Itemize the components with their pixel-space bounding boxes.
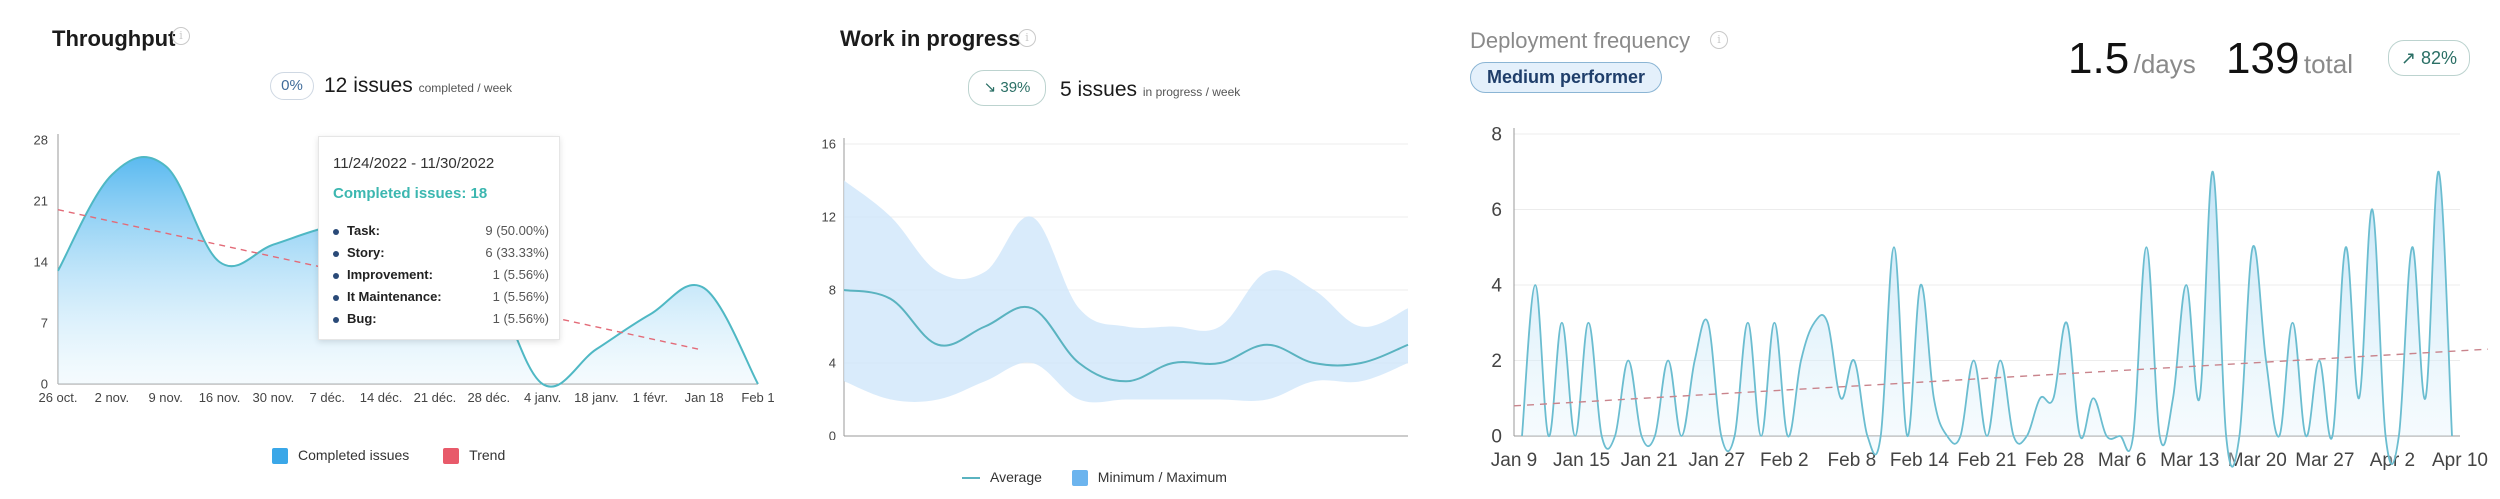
x-tick-label: 4 janv. bbox=[524, 390, 561, 405]
x-tick-label: Jan 9 bbox=[1491, 450, 1537, 471]
bullet-icon bbox=[333, 316, 339, 323]
x-tick-label: 26 oct. bbox=[38, 390, 77, 405]
wip-title: Work in progress bbox=[840, 26, 1021, 51]
tooltip-row: Improvement: 1 (5.56%) bbox=[333, 267, 549, 282]
legend-item-minmax[interactable]: Minimum / Maximum bbox=[1071, 469, 1227, 487]
deployments-line bbox=[1521, 170, 2453, 468]
x-tick-label: 28 déc. bbox=[467, 390, 510, 405]
throughput-tooltip: 11/24/2022 - 11/30/2022 Completed issues… bbox=[318, 136, 560, 340]
tooltip-row: Story: 6 (33.33%) bbox=[333, 245, 549, 260]
tooltip-row: Bug: 1 (5.56%) bbox=[333, 311, 549, 326]
y-tick-label: 16 bbox=[822, 137, 836, 152]
tooltip-summary: Completed issues: 18 bbox=[333, 185, 488, 202]
deploy-total-unit: total bbox=[2303, 49, 2354, 79]
x-tick-label: Mar 27 bbox=[2295, 450, 2354, 471]
wip-legend: Average Minimum / Maximum bbox=[962, 469, 1227, 487]
legend-item-average[interactable]: Average bbox=[962, 469, 1042, 485]
bullet-icon bbox=[333, 250, 339, 257]
throughput-summary-value: 12 issues bbox=[324, 74, 413, 97]
x-tick-label: 16 nov. bbox=[199, 390, 241, 405]
x-tick-label: Mar 13 bbox=[2160, 450, 2219, 471]
wip-summary-unit: in progress / week bbox=[1142, 85, 1241, 99]
deploy-change-badge: ↗ 82% bbox=[2388, 40, 2470, 76]
x-tick-label: 30 nov. bbox=[253, 390, 295, 405]
y-tick-label: 21 bbox=[34, 194, 48, 209]
tooltip-date: 11/24/2022 - 11/30/2022 bbox=[333, 155, 495, 172]
deploy-total: 139 total bbox=[2226, 34, 2353, 84]
x-tick-label: 14 déc. bbox=[360, 390, 403, 405]
y-tick-label: 7 bbox=[41, 316, 48, 331]
bullet-icon bbox=[333, 294, 339, 301]
throughput-summary-unit: completed / week bbox=[418, 81, 512, 95]
wip-chart[interactable]: 048121618 févr.4 mars18 mars1 avr.8 avr.… bbox=[800, 0, 1440, 440]
deploy-rate: 1.5 /days bbox=[2068, 34, 2196, 84]
x-tick-label: 1 févr. bbox=[633, 390, 668, 405]
y-tick-label: 6 bbox=[1491, 200, 1502, 221]
y-tick-label: 14 bbox=[34, 255, 48, 270]
throughput-legend: Completed issues Trend bbox=[272, 447, 505, 465]
x-tick-label: Feb 1 bbox=[741, 390, 774, 405]
deploy-rate-unit: /days bbox=[2133, 49, 2196, 79]
y-tick-label: 2 bbox=[1491, 351, 1502, 372]
deploy-rate-value: 1.5 bbox=[2068, 34, 2130, 83]
wip-summary-value: 5 issues bbox=[1060, 78, 1138, 101]
y-tick-label: 8 bbox=[829, 283, 836, 298]
wip-panel: Work in progress i ↘ 39% 5 issues in pro… bbox=[800, 0, 1440, 499]
legend-item-trend[interactable]: Trend bbox=[443, 447, 505, 465]
x-tick-label: Mar 20 bbox=[2228, 450, 2287, 471]
min-max-band bbox=[844, 180, 1408, 403]
trend-line bbox=[1513, 348, 2489, 407]
y-tick-label: 4 bbox=[829, 356, 836, 371]
y-tick-label: 12 bbox=[822, 210, 836, 225]
y-tick-label: 28 bbox=[34, 133, 48, 148]
x-tick-label: Feb 28 bbox=[2025, 450, 2084, 471]
x-tick-label: Jan 27 bbox=[1688, 450, 1745, 471]
x-tick-label: Jan 21 bbox=[1621, 450, 1678, 471]
bullet-icon bbox=[333, 272, 339, 279]
throughput-change-badge: 0% bbox=[270, 72, 314, 100]
x-tick-label: Feb 8 bbox=[1828, 450, 1877, 471]
x-tick-label: 2 nov. bbox=[95, 390, 129, 405]
x-tick-label: Jan 18 bbox=[685, 390, 724, 405]
y-tick-label: 8 bbox=[1491, 125, 1502, 146]
deploy-panel: Deployment frequency i Medium performer … bbox=[1450, 0, 2500, 499]
y-tick-label: 4 bbox=[1491, 276, 1502, 297]
x-tick-label: 21 déc. bbox=[414, 390, 457, 405]
deploy-chart[interactable]: 0 2 4 6 8 Jan 9 Jan 15 Jan 21 Jan 27 Feb 2 Feb 8 Fe… bbox=[1450, 0, 2500, 499]
throughput-summary: 12 issues completed / week bbox=[324, 74, 512, 98]
info-icon[interactable]: i bbox=[1710, 31, 1728, 49]
x-tick-label: Feb 2 bbox=[1760, 450, 1809, 471]
performer-badge: Medium performer bbox=[1470, 62, 1663, 93]
y-tick-label: 0 bbox=[41, 377, 48, 392]
x-tick-label: 9 nov. bbox=[148, 390, 182, 405]
throughput-panel: Throughput i 0% 12 issues completed / we… bbox=[0, 0, 780, 499]
throughput-title: Throughput bbox=[52, 26, 176, 51]
info-icon[interactable]: i bbox=[172, 27, 190, 45]
legend-item-completed[interactable]: Completed issues bbox=[272, 447, 409, 465]
x-tick-label: Feb 21 bbox=[1957, 450, 2016, 471]
x-tick-label: 7 déc. bbox=[310, 390, 345, 405]
wip-summary: 5 issues in progress / week bbox=[1060, 78, 1240, 102]
deployments-area bbox=[1522, 171, 2452, 467]
info-icon[interactable]: i bbox=[1018, 29, 1036, 47]
tooltip-row: Task: 9 (50.00%) bbox=[333, 223, 549, 238]
x-tick-label: Apr 10 bbox=[2432, 450, 2488, 471]
x-tick-label: Feb 14 bbox=[1890, 450, 1950, 471]
average-line bbox=[843, 289, 1409, 383]
x-tick-label: 18 janv. bbox=[574, 390, 619, 405]
bullet-icon bbox=[333, 228, 339, 235]
deploy-title: Deployment frequency bbox=[1470, 28, 1691, 53]
y-tick-label: 0 bbox=[829, 429, 836, 440]
deploy-total-value: 139 bbox=[2226, 34, 2300, 83]
tooltip-row: It Maintenance: 1 (5.56%) bbox=[333, 289, 549, 304]
x-tick-label: Jan 15 bbox=[1553, 450, 1610, 471]
wip-change-badge: ↘ 39% bbox=[968, 70, 1046, 106]
y-tick-label: 0 bbox=[1491, 427, 1502, 448]
x-tick-label: Mar 6 bbox=[2098, 450, 2147, 471]
